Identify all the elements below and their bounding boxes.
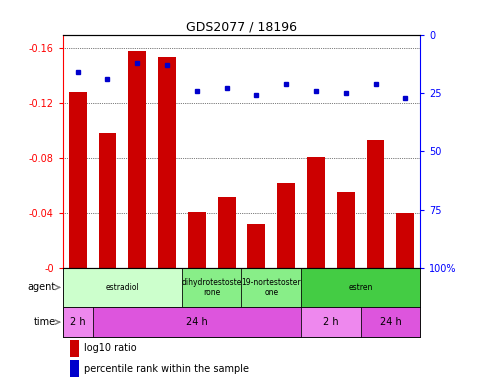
Bar [70, 360, 79, 377]
Text: 2 h: 2 h [323, 317, 339, 327]
Bar [301, 307, 361, 338]
Bar [367, 140, 384, 268]
Bar [70, 339, 79, 357]
Text: 2 h: 2 h [70, 317, 85, 327]
Bar [158, 56, 176, 268]
Title: GDS2077 / 18196: GDS2077 / 18196 [186, 20, 297, 33]
Bar [247, 224, 265, 268]
Text: 19-nortestoster
one: 19-nortestoster one [242, 278, 301, 297]
Bar [361, 307, 420, 338]
Bar [93, 307, 301, 338]
Bar [63, 268, 182, 307]
Bar [301, 268, 420, 307]
Text: dihydrotestoste
rone: dihydrotestoste rone [182, 278, 242, 297]
Bar [307, 157, 325, 268]
Bar [69, 92, 86, 268]
Bar [337, 192, 355, 268]
Text: percentile rank within the sample: percentile rank within the sample [84, 364, 249, 374]
Text: estradiol: estradiol [105, 283, 139, 292]
Bar [277, 183, 295, 268]
Text: log10 ratio: log10 ratio [84, 343, 137, 353]
Bar [182, 268, 242, 307]
Bar [218, 197, 236, 268]
Text: agent: agent [28, 282, 56, 292]
Bar [63, 307, 93, 338]
Bar [128, 51, 146, 268]
Text: time: time [33, 317, 56, 327]
Bar [397, 213, 414, 268]
Text: estren: estren [348, 283, 373, 292]
Bar [242, 268, 301, 307]
Bar [188, 212, 206, 268]
Text: 24 h: 24 h [186, 317, 208, 327]
Text: 24 h: 24 h [380, 317, 401, 327]
Bar [99, 133, 116, 268]
